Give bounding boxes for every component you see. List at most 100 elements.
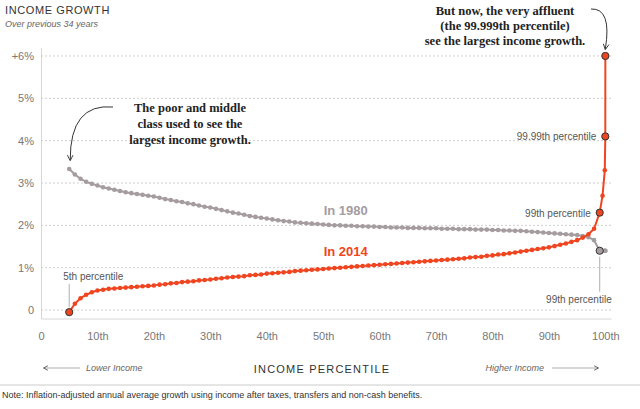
series-point — [479, 227, 484, 232]
annotation-leader — [599, 257, 600, 292]
series-point — [417, 259, 422, 264]
series-point — [202, 204, 207, 209]
series-point — [84, 179, 89, 184]
y-axis: 01%2%3%4%5%+6% — [12, 48, 42, 319]
series-point — [535, 230, 540, 235]
x-tick-label: 40th — [257, 330, 278, 342]
series-point — [157, 196, 162, 201]
y-tick: 4% — [18, 135, 41, 147]
series-point — [394, 261, 399, 266]
series-point — [214, 276, 219, 281]
y-tick-label: 1% — [18, 262, 34, 274]
x-axis-title: INCOME PERCENTILE — [254, 363, 391, 375]
series-point — [129, 285, 134, 290]
series-point — [140, 193, 145, 198]
y-tick-label: +6% — [12, 50, 35, 62]
series-point — [524, 248, 529, 253]
series-point — [287, 219, 292, 224]
x-tick: 70th — [426, 319, 447, 343]
series-point — [304, 268, 309, 273]
chart-svg: INCOME GROWTHOver previous 34 years01%2%… — [0, 0, 640, 409]
series-point — [360, 264, 365, 269]
series-group — [67, 54, 608, 315]
x-tick: 20th — [144, 319, 165, 343]
series-point — [417, 226, 422, 231]
series-line — [69, 169, 605, 251]
series-point — [293, 269, 298, 274]
series-point — [332, 266, 337, 271]
series-point — [406, 226, 411, 231]
series-point — [129, 191, 134, 196]
series-point — [321, 222, 326, 227]
callout-arrow — [70, 107, 113, 160]
y-tick: 1% — [18, 262, 41, 274]
series-point — [400, 261, 405, 266]
series-point — [343, 223, 348, 228]
y-tick-label: 4% — [18, 135, 34, 147]
series-point — [439, 258, 444, 263]
annotation-label: 5th percentile — [63, 271, 123, 282]
x-tick-label: 100th — [592, 330, 620, 342]
series-point — [304, 221, 309, 226]
highlight-point — [596, 209, 603, 216]
x-tick-label: 30th — [200, 330, 221, 342]
series-point — [95, 183, 100, 188]
x-axis-right-label: Higher Income — [485, 363, 544, 373]
series-point — [315, 222, 320, 227]
series-point — [163, 282, 168, 287]
series-point — [473, 255, 478, 260]
highlight-points — [66, 52, 609, 315]
series-point — [541, 246, 546, 251]
series-point — [496, 252, 501, 257]
series-point — [592, 238, 597, 243]
series-point — [501, 252, 506, 257]
series-point — [169, 198, 174, 203]
series-point — [389, 262, 394, 267]
series-point — [248, 273, 253, 278]
callout-text: The poor and middle — [134, 101, 246, 115]
series-point — [180, 200, 185, 205]
callout-text: (the 99.999th percentile) — [440, 19, 569, 33]
series-point — [600, 193, 605, 198]
x-tick-label: 50th — [313, 330, 334, 342]
x-tick: 60th — [369, 319, 390, 343]
series-point — [518, 249, 523, 254]
y-tick: 5% — [18, 92, 41, 104]
callout-text: largest income growth. — [129, 133, 251, 147]
series-point — [242, 212, 247, 217]
series-point — [451, 257, 456, 262]
series-point — [242, 274, 247, 279]
series-point — [259, 215, 264, 220]
series-point — [236, 211, 241, 216]
series-point — [197, 203, 202, 208]
series-point — [185, 279, 190, 284]
series-point — [95, 288, 100, 293]
series-point — [377, 225, 382, 230]
series-point — [253, 273, 258, 278]
series-point — [564, 232, 569, 237]
series-point — [180, 280, 185, 285]
series-point — [310, 268, 315, 273]
series-point — [485, 227, 490, 232]
series-point — [507, 228, 512, 233]
series-point — [101, 185, 106, 190]
series-point — [208, 277, 213, 282]
series-point — [602, 168, 607, 173]
x-tick: 40th — [257, 319, 278, 343]
series-point — [428, 226, 433, 231]
annotation-label: 99th percentile — [525, 208, 591, 219]
series-point — [163, 197, 168, 202]
series-point — [276, 270, 281, 275]
series-point — [468, 255, 473, 260]
x-tick-label: 10th — [87, 330, 108, 342]
y-tick: 2% — [18, 219, 41, 231]
callout-text: But now, the very affluent — [436, 4, 575, 18]
series-point — [411, 226, 416, 231]
x-tick: 10th — [87, 319, 108, 343]
series-point — [146, 193, 151, 198]
series-point — [355, 224, 360, 229]
series-point — [123, 190, 128, 195]
series-point — [270, 271, 275, 276]
series-point — [327, 266, 332, 271]
grid — [41, 56, 611, 310]
